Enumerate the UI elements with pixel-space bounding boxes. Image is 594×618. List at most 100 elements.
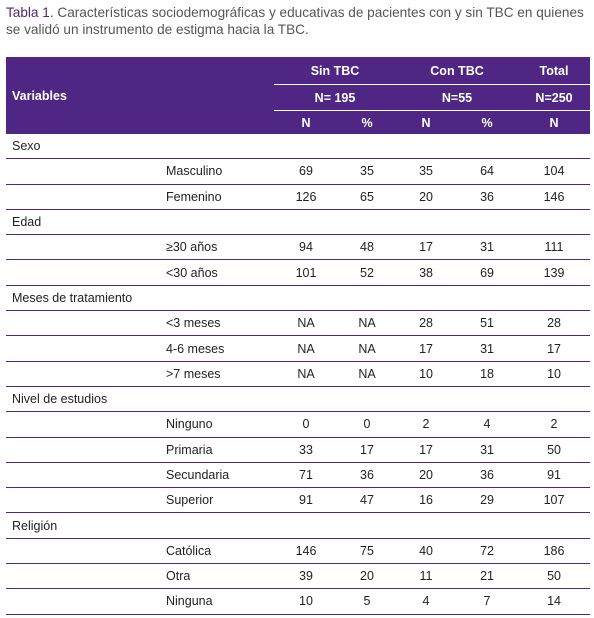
section-name: Nivel de estudios xyxy=(6,386,274,413)
value-cell: 94 xyxy=(274,234,338,261)
row-label: Secundaria xyxy=(154,462,274,489)
row-label: Masculino xyxy=(154,158,274,185)
value-cell: NA xyxy=(338,361,397,387)
value-cell: 146 xyxy=(274,538,338,565)
header-cell: % xyxy=(456,110,519,134)
value-cell: 35 xyxy=(338,158,397,185)
empty-cell xyxy=(456,512,519,539)
empty-cell xyxy=(6,563,154,590)
header-cell: Total xyxy=(518,57,591,85)
empty-cell xyxy=(338,285,397,312)
empty-cell xyxy=(6,538,154,565)
empty-cell xyxy=(6,462,154,489)
data-row: Primaria 33 17 17 31 50 xyxy=(6,437,591,463)
value-cell: 91 xyxy=(274,487,338,514)
header-row: N% N% N xyxy=(6,110,591,134)
value-cell: 11 xyxy=(396,563,457,590)
caption-text: Características sociodemográficas y educ… xyxy=(6,5,584,37)
empty-cell xyxy=(396,512,457,539)
row-label: <3 meses xyxy=(154,310,274,337)
value-cell: NA xyxy=(274,361,338,387)
value-cell: 36 xyxy=(456,184,519,210)
value-cell: 31 xyxy=(456,437,519,463)
value-cell: 17 xyxy=(518,335,591,362)
section-row: Edad xyxy=(6,209,591,236)
value-cell: 17 xyxy=(396,234,457,261)
row-label: Superior xyxy=(154,487,274,514)
row-label: Otra xyxy=(154,563,274,590)
value-cell: 39 xyxy=(274,563,338,590)
value-cell: 91 xyxy=(518,462,591,489)
header-cell: N=250 xyxy=(518,84,591,111)
value-cell: 69 xyxy=(274,158,338,185)
value-cell: 38 xyxy=(396,259,457,286)
empty-cell xyxy=(6,234,154,261)
value-cell: 111 xyxy=(518,234,591,261)
table-body: Sexo Masculino 69 35 35 64 104 Femenino 126 65 20 3… xyxy=(6,134,591,615)
empty-cell xyxy=(518,386,591,413)
section-name: Sexo xyxy=(6,134,274,160)
empty-cell xyxy=(6,335,154,362)
header-row: Variables Sin TBC Con TBC Total xyxy=(6,57,591,134)
data-row: Superior 91 47 16 29 107 xyxy=(6,487,591,514)
row-label: <30 años xyxy=(154,259,274,286)
data-row: 4-6 meses NA NA 17 31 17 xyxy=(6,335,591,362)
data-row: ≥30 años 94 48 17 31 111 xyxy=(6,234,591,261)
value-cell: 75 xyxy=(338,538,397,565)
value-cell: 35 xyxy=(396,158,457,185)
row-label: Ninguna xyxy=(154,588,274,615)
header-cell: Con TBC xyxy=(396,57,519,85)
value-cell: NA xyxy=(274,310,338,337)
value-cell: 16 xyxy=(396,487,457,514)
header-cell: N xyxy=(396,110,457,134)
value-cell: 0 xyxy=(274,411,338,438)
value-cell: 36 xyxy=(456,462,519,489)
row-label: Ninguno xyxy=(154,411,274,438)
header-cell: N=55 xyxy=(396,84,519,111)
empty-cell xyxy=(6,588,154,615)
section-row: Meses de tratamiento xyxy=(6,285,591,312)
empty-cell xyxy=(274,209,338,236)
empty-cell xyxy=(274,285,338,312)
value-cell: 72 xyxy=(456,538,519,565)
empty-cell xyxy=(338,512,397,539)
row-label: Católica xyxy=(154,538,274,565)
header-cell: Variables xyxy=(6,57,274,134)
value-cell: 31 xyxy=(456,335,519,362)
value-cell: 29 xyxy=(456,487,519,514)
value-cell: 33 xyxy=(274,437,338,463)
value-cell: 48 xyxy=(338,234,397,261)
value-cell: 2 xyxy=(396,411,457,438)
value-cell: 64 xyxy=(456,158,519,185)
empty-cell xyxy=(518,209,591,236)
empty-cell xyxy=(456,386,519,413)
section-name: Edad xyxy=(6,209,274,236)
empty-cell xyxy=(6,487,154,514)
data-row: Católica 146 75 40 72 186 xyxy=(6,538,591,565)
header-row: N= 195 N=55 N=250 xyxy=(6,84,591,111)
empty-cell xyxy=(338,386,397,413)
value-cell: 17 xyxy=(396,437,457,463)
header-cell: N xyxy=(274,110,338,134)
empty-cell xyxy=(396,134,457,160)
header-cell: Sin TBC xyxy=(274,57,397,85)
empty-cell xyxy=(274,134,338,160)
value-cell: 21 xyxy=(456,563,519,590)
value-cell: 139 xyxy=(518,259,591,286)
empty-cell xyxy=(396,386,457,413)
section-row: Sexo xyxy=(6,134,591,160)
data-row: <30 años 101 52 38 69 139 xyxy=(6,259,591,286)
empty-cell xyxy=(274,512,338,539)
empty-cell xyxy=(6,411,154,438)
row-label: 4-6 meses xyxy=(154,335,274,362)
header-cell: N xyxy=(518,110,591,134)
empty-cell xyxy=(518,134,591,160)
value-cell: 107 xyxy=(518,487,591,514)
value-cell: 20 xyxy=(396,462,457,489)
value-cell: 10 xyxy=(518,361,591,387)
empty-cell xyxy=(6,158,154,185)
value-cell: 2 xyxy=(518,411,591,438)
section-row: Nivel de estudios xyxy=(6,386,591,413)
value-cell: 71 xyxy=(274,462,338,489)
value-cell: 126 xyxy=(274,184,338,210)
